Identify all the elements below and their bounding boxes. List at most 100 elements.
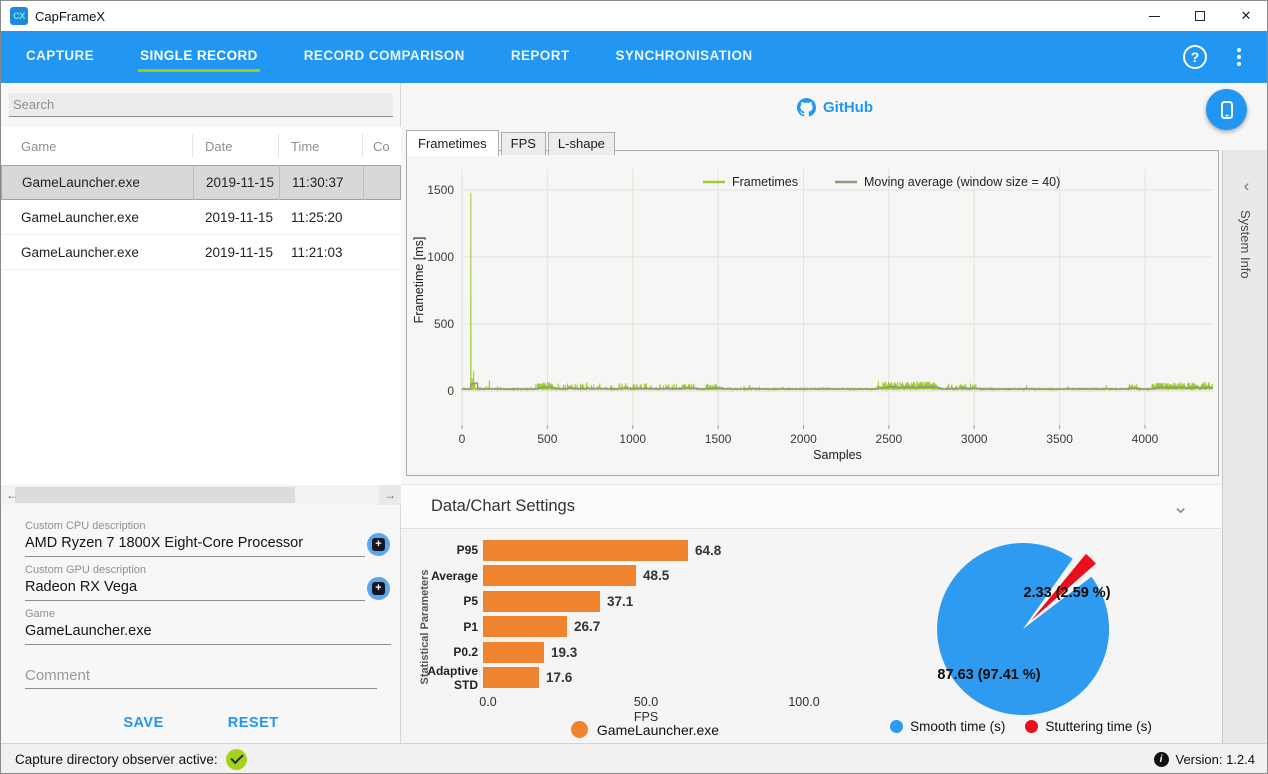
phone-icon	[1220, 100, 1233, 119]
svg-text:Samples: Samples	[813, 448, 862, 462]
bar-value-label: 37.1	[607, 593, 634, 609]
scrollbar-thumb[interactable]	[15, 487, 295, 503]
bar	[483, 641, 544, 663]
minimize-icon	[1148, 15, 1160, 17]
frametimes-chart-panel[interactable]: 0 500 1000 1500 0 500 1000 1500 2000 2500 3000 3500…	[406, 150, 1219, 476]
frametimes-line-chart[interactable]: 0 500 1000 1500 0 500 1000 1500 2000 2500 3000 3500…	[407, 151, 1218, 475]
minimize-button[interactable]	[1131, 1, 1177, 31]
tab-frametimes[interactable]: Frametimes	[406, 130, 499, 156]
svg-text:2500: 2500	[876, 432, 903, 446]
help-icon[interactable]: ?	[1183, 45, 1207, 69]
svg-text:1500: 1500	[427, 183, 454, 197]
svg-text:500: 500	[537, 432, 557, 446]
svg-text:2000: 2000	[790, 432, 817, 446]
bar	[483, 667, 539, 688]
nav-label: RECORD COMPARISON	[303, 47, 465, 63]
nav-label: SINGLE RECORD	[138, 43, 260, 72]
bar-value-label: 26.7	[574, 619, 601, 634]
statistics-section: Statistical Parameters P95 64.8 Average 48.…	[401, 529, 1221, 743]
cell-game: GameLauncher.exe	[21, 244, 139, 260]
nav-label: SYNCHRONISATION	[615, 47, 753, 63]
svg-text:Frametimes: Frametimes	[732, 175, 798, 189]
scroll-right-icon[interactable]: →	[379, 485, 401, 505]
github-link[interactable]: GitHub	[797, 97, 873, 117]
bar	[483, 539, 688, 561]
save-button[interactable]: SAVE	[123, 715, 164, 731]
nav-item-single-record[interactable]: SINGLE RECORD	[117, 31, 281, 83]
svg-text:87.63 (97.41 %): 87.63 (97.41 %)	[937, 667, 1040, 683]
data-chart-settings-expander[interactable]: Data/Chart Settings ⌄	[401, 484, 1221, 529]
nav-item-capture[interactable]: CAPTURE	[3, 31, 117, 83]
table-row[interactable]: GameLauncher.exe 2019-11-15 11:30:37	[1, 165, 401, 200]
bar	[483, 616, 567, 637]
cpu-description-field[interactable]: AMD Ryzen 7 1800X Eight-Core Processor	[25, 535, 365, 557]
legend-label: Stuttering time (s)	[1045, 719, 1152, 734]
add-gpu-description-button[interactable]: +	[367, 577, 390, 600]
chart-tabs: Frametimes FPS L-shape	[406, 130, 617, 156]
scroll-left-icon[interactable]: ←	[6, 488, 18, 502]
column-header-comment[interactable]: Co	[373, 138, 390, 154]
svg-text:500: 500	[434, 317, 454, 331]
legend-dot	[570, 721, 588, 738]
bar-category-label: Average	[431, 568, 478, 583]
add-cpu-description-button[interactable]: +	[367, 533, 390, 556]
reset-button[interactable]: RESET	[227, 715, 279, 731]
nav-label: CAPTURE	[26, 47, 95, 63]
github-icon	[797, 97, 816, 117]
svg-text:1500: 1500	[705, 432, 732, 446]
tab-l-shape[interactable]: L-shape	[547, 132, 615, 155]
cell-game: GameLauncher.exe	[2, 165, 194, 200]
records-table: Game Date Time Co GameLauncher.exe 2019-…	[1, 127, 401, 485]
table-row[interactable]: GameLauncher.exe 2019-11-15 11:25:20	[1, 200, 401, 235]
system-info-drawer[interactable]: ‹ System Info	[1222, 150, 1267, 743]
bar-chart-xlabel: FPS	[633, 710, 659, 724]
svg-text:Moving average (window size =: Moving average (window size = 40)	[864, 175, 1060, 189]
bar-value-label: 17.6	[546, 670, 573, 685]
gpu-description-field[interactable]: Radeon RX Vega	[25, 579, 365, 601]
fps-statistics-bar-chart: P95 64.8 Average 48.5 P5 37.1 P1 26.7 P0.2 19.3 Ad…	[425, 539, 721, 692]
settings-header-title: Data/Chart Settings	[431, 497, 575, 515]
legend-dot	[1025, 720, 1039, 733]
stutter-pie-chart: 2.33 (2.59 %) 87.63 (97.41 %)	[937, 543, 1111, 716]
cell-game: GameLauncher.exe	[21, 209, 139, 225]
nav-item-report[interactable]: REPORT	[488, 31, 593, 83]
column-header-time[interactable]: Time	[279, 134, 363, 158]
gpu-description-label: Custom GPU description	[25, 564, 147, 576]
chevron-down-icon[interactable]: ⌄	[1172, 495, 1189, 518]
table-header: Game Date Time Co	[1, 127, 401, 165]
tab-fps[interactable]: FPS	[500, 132, 546, 155]
version-text: Version: 1.2.4	[1175, 752, 1256, 767]
nav-item-synchronisation[interactable]: SYNCHRONISATION	[593, 31, 776, 83]
close-button[interactable]: ✕	[1240, 8, 1252, 23]
window-title: CapFrameX	[35, 8, 106, 24]
plus-icon: +	[372, 538, 385, 551]
column-header-date[interactable]: Date	[193, 134, 279, 158]
maximize-button[interactable]	[1177, 1, 1223, 31]
legend-label: Smooth time (s)	[910, 719, 1006, 734]
search-input[interactable]	[9, 93, 393, 117]
table-row[interactable]: GameLauncher.exe 2019-11-15 11:21:03	[1, 235, 401, 270]
nav-item-record-comparison[interactable]: RECORD COMPARISON	[281, 31, 488, 83]
titlebar: CX CapFrameX ✕	[1, 1, 1267, 31]
cell-time: 11:21:03	[291, 244, 343, 260]
bar-axis-tick: 0.0	[479, 695, 497, 709]
horizontal-scrollbar[interactable]: ← →	[1, 485, 401, 505]
bar-row: P0.2 19.3	[425, 641, 721, 663]
analysis-area: GitHub Frametimes FPS L-shape 0 500 1000 15…	[401, 83, 1267, 743]
more-menu-icon[interactable]	[1233, 44, 1245, 70]
bar-category-label: Adaptive STD	[427, 663, 478, 692]
bar-axis-tick: 50.0	[633, 695, 659, 709]
svg-text:Frametime [ms]: Frametime [ms]	[412, 237, 426, 324]
cell-time: 11:30:37	[280, 165, 364, 200]
column-header-game[interactable]: Game	[1, 134, 193, 158]
screenshot-fab-button[interactable]	[1206, 89, 1247, 130]
legend-label: GameLauncher.exe	[596, 721, 720, 738]
nav-label: REPORT	[510, 47, 570, 63]
chevron-left-icon[interactable]: ‹	[1243, 176, 1250, 195]
legend-dot	[890, 720, 904, 733]
comment-input[interactable]	[25, 663, 377, 689]
cell-comment	[363, 235, 401, 270]
game-field[interactable]: GameLauncher.exe	[25, 623, 391, 645]
info-icon: i	[1153, 752, 1169, 767]
bar-axis-tick: 100.0	[788, 695, 820, 709]
